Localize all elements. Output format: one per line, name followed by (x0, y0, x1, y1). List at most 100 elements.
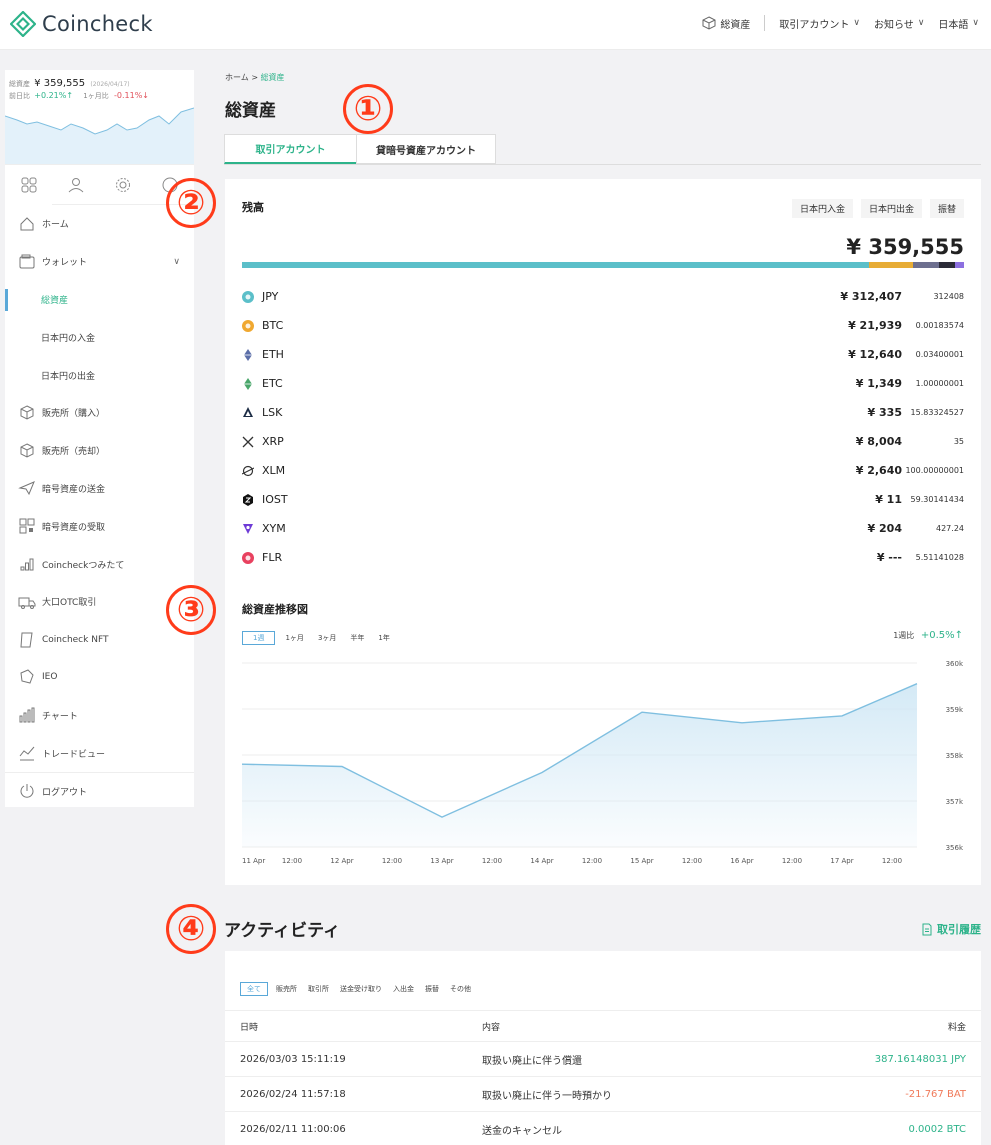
sidebar-item-1[interactable]: ウォレット ∨ (5, 243, 194, 281)
asset-row-eth[interactable]: ETH ¥ 12,640 0.03400001 (242, 340, 964, 369)
asset-jpy-value: ¥ 204 (867, 522, 902, 535)
jpy-withdraw-button[interactable]: 日本円出金 (860, 199, 922, 218)
annotation-4: ④ (166, 904, 216, 954)
sidebar-item-14[interactable]: トレードビュー (5, 734, 194, 772)
range-button-0[interactable]: 1週 (242, 631, 276, 645)
filter-tab-5[interactable]: 振替 (425, 985, 439, 993)
nav-language[interactable]: 日本語 ∨ (938, 16, 979, 31)
asset-row-jpy[interactable]: JPY ¥ 312,407 312408 (242, 282, 964, 311)
asset-jpy-value: ¥ --- (876, 551, 902, 564)
asset-symbol: XLM (262, 464, 286, 477)
tab-settings[interactable] (100, 165, 147, 205)
range-button-4[interactable]: 1年 (378, 634, 390, 642)
sidebar-item-6[interactable]: 販売所（売却） (5, 432, 194, 470)
asset-row-lsk[interactable]: LSK ¥ 335 15.83324527 (242, 398, 964, 427)
filter-tab-6[interactable]: その他 (450, 985, 471, 993)
filter-tab-1[interactable]: 販売所 (276, 985, 297, 993)
power-icon (20, 784, 34, 799)
transfer-button[interactable]: 振替 (929, 199, 964, 218)
trade-history-link[interactable]: 取引履歴 (921, 921, 981, 937)
filter-tab-4[interactable]: 入出金 (393, 985, 414, 993)
allocation-segment-btc (869, 262, 914, 268)
asset-row-xrp[interactable]: XRP ¥ 8,004 35 (242, 427, 964, 456)
nav-notifications[interactable]: お知らせ ∨ (874, 16, 924, 31)
btc-coin-icon (242, 319, 254, 332)
logo[interactable]: Coincheck (10, 11, 153, 37)
table-row[interactable]: 2026/03/03 15:11:19 取扱い廃止に伴う償還 387.1614803… (225, 1043, 981, 1077)
table-row[interactable]: 2026/02/24 11:57:18 取扱い廃止に伴う一時預かり -21.767 … (225, 1078, 981, 1112)
balance-title: 残高 (242, 201, 264, 214)
filter-tab-0[interactable]: 全て (240, 982, 268, 996)
annotation-2: ② (166, 178, 216, 228)
x-tick-label: 12:00 (782, 857, 802, 865)
sidebar-item-11[interactable]: Coincheck NFT (5, 621, 194, 659)
range-button-2[interactable]: 3ヶ月 (317, 634, 337, 642)
sidebar-item-4[interactable]: 日本円の出金 (5, 356, 194, 394)
asset-amount: 5.51141028 (915, 553, 964, 562)
nav-total-assets[interactable]: 総資産 (701, 16, 750, 31)
qr-icon (19, 518, 35, 534)
chevron-down-icon: ∨ (173, 256, 180, 267)
range-button-3[interactable]: 半年 (350, 634, 365, 642)
asset-jpy-value: ¥ 1,349 (855, 377, 902, 390)
filter-tab-3[interactable]: 送金受け取り (340, 985, 382, 993)
sidebar-item-label: 総資産 (41, 295, 69, 306)
sidebar-item-0[interactable]: ホーム (5, 205, 194, 243)
asset-symbol: IOST (262, 493, 288, 506)
jpy-deposit-button[interactable]: 日本円入金 (791, 199, 853, 218)
asset-symbol: ETC (262, 377, 283, 390)
tab-account[interactable] (52, 165, 99, 205)
account-tabs: 取引アカウント 貸暗号資産アカウント (224, 134, 496, 164)
table-row[interactable]: 2026/02/11 11:00:06 送金のキャンセル 0.0002 BTC (225, 1113, 981, 1145)
breadcrumb-home[interactable]: ホーム (225, 73, 249, 82)
series-area (242, 683, 917, 847)
tab-dashboard[interactable] (5, 165, 53, 205)
tab-trading-account[interactable]: 取引アカウント (224, 134, 356, 164)
summary-date: (2026/04/17) (90, 81, 130, 88)
col-fee: 料金 (947, 1022, 966, 1033)
activity-filters: 全て 販売所 取引所 送金受け取り 入出金 振替 その他 (240, 982, 482, 996)
iost-hex-icon (243, 493, 253, 506)
sidebar-item-13[interactable]: チャート (5, 696, 194, 734)
summary-value: ¥ 359,555 (34, 78, 86, 89)
lsk-drop-icon (243, 406, 253, 417)
sidebar-item-12[interactable]: IEO (5, 659, 194, 697)
sidebar-item-7[interactable]: 暗号資産の送金 (5, 470, 194, 508)
gear-icon (116, 178, 131, 192)
sidebar-item-3[interactable]: 日本円の入金 (5, 318, 194, 356)
x-tick-label: 12:00 (482, 857, 502, 865)
asset-row-etc[interactable]: ETC ¥ 1,349 1.00000001 (242, 369, 964, 398)
history-chart-title: 総資産推移図 (242, 603, 308, 616)
logout-button[interactable]: ログアウト (5, 771, 194, 810)
x-tick-label: 14 Apr (530, 857, 553, 865)
asset-jpy-value: ¥ 8,004 (855, 435, 902, 448)
filter-tab-2[interactable]: 取引所 (308, 985, 329, 993)
asset-symbol: BTC (262, 319, 284, 332)
range-button-1[interactable]: 1ヶ月 (285, 634, 304, 642)
wallet-icon (19, 254, 35, 269)
sidebar-item-5[interactable]: 販売所（購入） (5, 394, 194, 432)
week-change-label: 1週比 (893, 631, 915, 640)
asset-row-xym[interactable]: XYM ¥ 204 427.24 (242, 514, 964, 543)
asset-summary[interactable]: 総資産 ¥ 359,555 (2026/04/17) 前日比 +0.21%↑ 1… (5, 70, 194, 165)
row-date: 2026/02/24 11:57:18 (240, 1089, 346, 1100)
asset-amount: 0.00183574 (915, 321, 964, 330)
sidebar-item-2[interactable]: 総資産 (5, 281, 194, 319)
asset-row-iost[interactable]: IOST ¥ 11 59.30141434 (242, 485, 964, 514)
sidebar-item-9[interactable]: Coincheckつみたて (5, 545, 194, 583)
sidebar-tabs (5, 165, 194, 205)
asset-row-flr[interactable]: FLR ¥ --- 5.51141028 (242, 543, 964, 572)
sidebar-item-8[interactable]: 暗号資産の受取 (5, 507, 194, 545)
asset-amount: 15.83324527 (910, 408, 964, 417)
logout-label: ログアウト (42, 787, 88, 798)
asset-row-xlm[interactable]: XLM ¥ 2,640 100.00000001 (242, 456, 964, 485)
asset-row-btc[interactable]: BTC ¥ 21,939 0.00183574 (242, 311, 964, 340)
sidebar-item-10[interactable]: 大口OTC取引 (5, 583, 194, 621)
sidebar-item-label: 販売所（売却） (42, 447, 106, 458)
x-tick-label: 11 Apr (242, 857, 265, 865)
tab-lending-account[interactable]: 貸暗号資産アカウント (356, 134, 496, 164)
flr-coin-icon (242, 551, 254, 564)
x-tick-label: 12:00 (882, 857, 902, 865)
user-icon (68, 178, 84, 193)
nav-trading-account[interactable]: 取引アカウント ∨ (779, 16, 860, 31)
